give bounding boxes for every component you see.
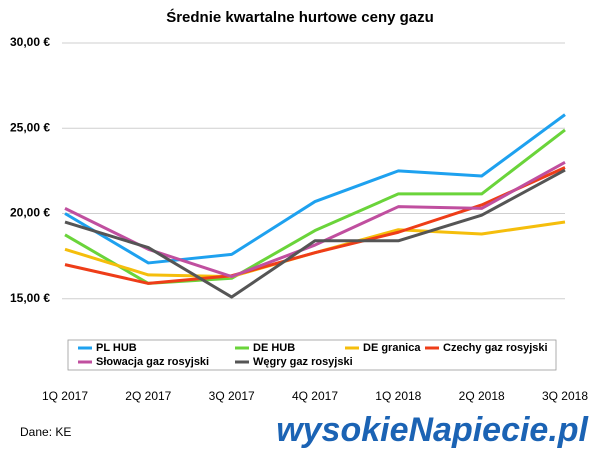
- series-line: [64, 168, 566, 299]
- legend-label: Słowacja gaz rosyjski: [96, 356, 209, 368]
- legend-label: Węgry gaz rosyjski: [253, 356, 353, 368]
- series-line: [64, 128, 566, 285]
- x-tick-label: 4Q 2017: [292, 389, 338, 403]
- y-tick-label: 30,00 €: [10, 35, 50, 49]
- legend-label: DE granica: [363, 342, 421, 354]
- legend-label: PL HUB: [96, 342, 137, 354]
- x-tick-label: 3Q 2018: [542, 389, 588, 403]
- x-tick-label: 1Q 2018: [375, 389, 421, 403]
- x-tick-label: 2Q 2018: [459, 389, 505, 403]
- x-tick-label: 1Q 2017: [42, 389, 88, 403]
- y-tick-label: 15,00 €: [10, 291, 50, 305]
- chart-title: Średnie kwartalne hurtowe ceny gazu: [166, 8, 434, 26]
- logo: wysokieNapiecie.pl: [276, 411, 589, 449]
- legend-label: Czechy gaz rosyjski: [443, 342, 548, 354]
- source: Dane: KE: [20, 425, 71, 439]
- x-tick-label: 2Q 2017: [125, 389, 171, 403]
- legend-box: [67, 339, 557, 371]
- y-tick-label: 20,00 €: [10, 206, 50, 220]
- series-line: [64, 113, 566, 265]
- x-tick-label: 3Q 2017: [209, 389, 255, 403]
- series-line: [64, 166, 566, 285]
- y-tick-label: 25,00 €: [10, 120, 50, 134]
- legend-label: DE HUB: [253, 342, 295, 354]
